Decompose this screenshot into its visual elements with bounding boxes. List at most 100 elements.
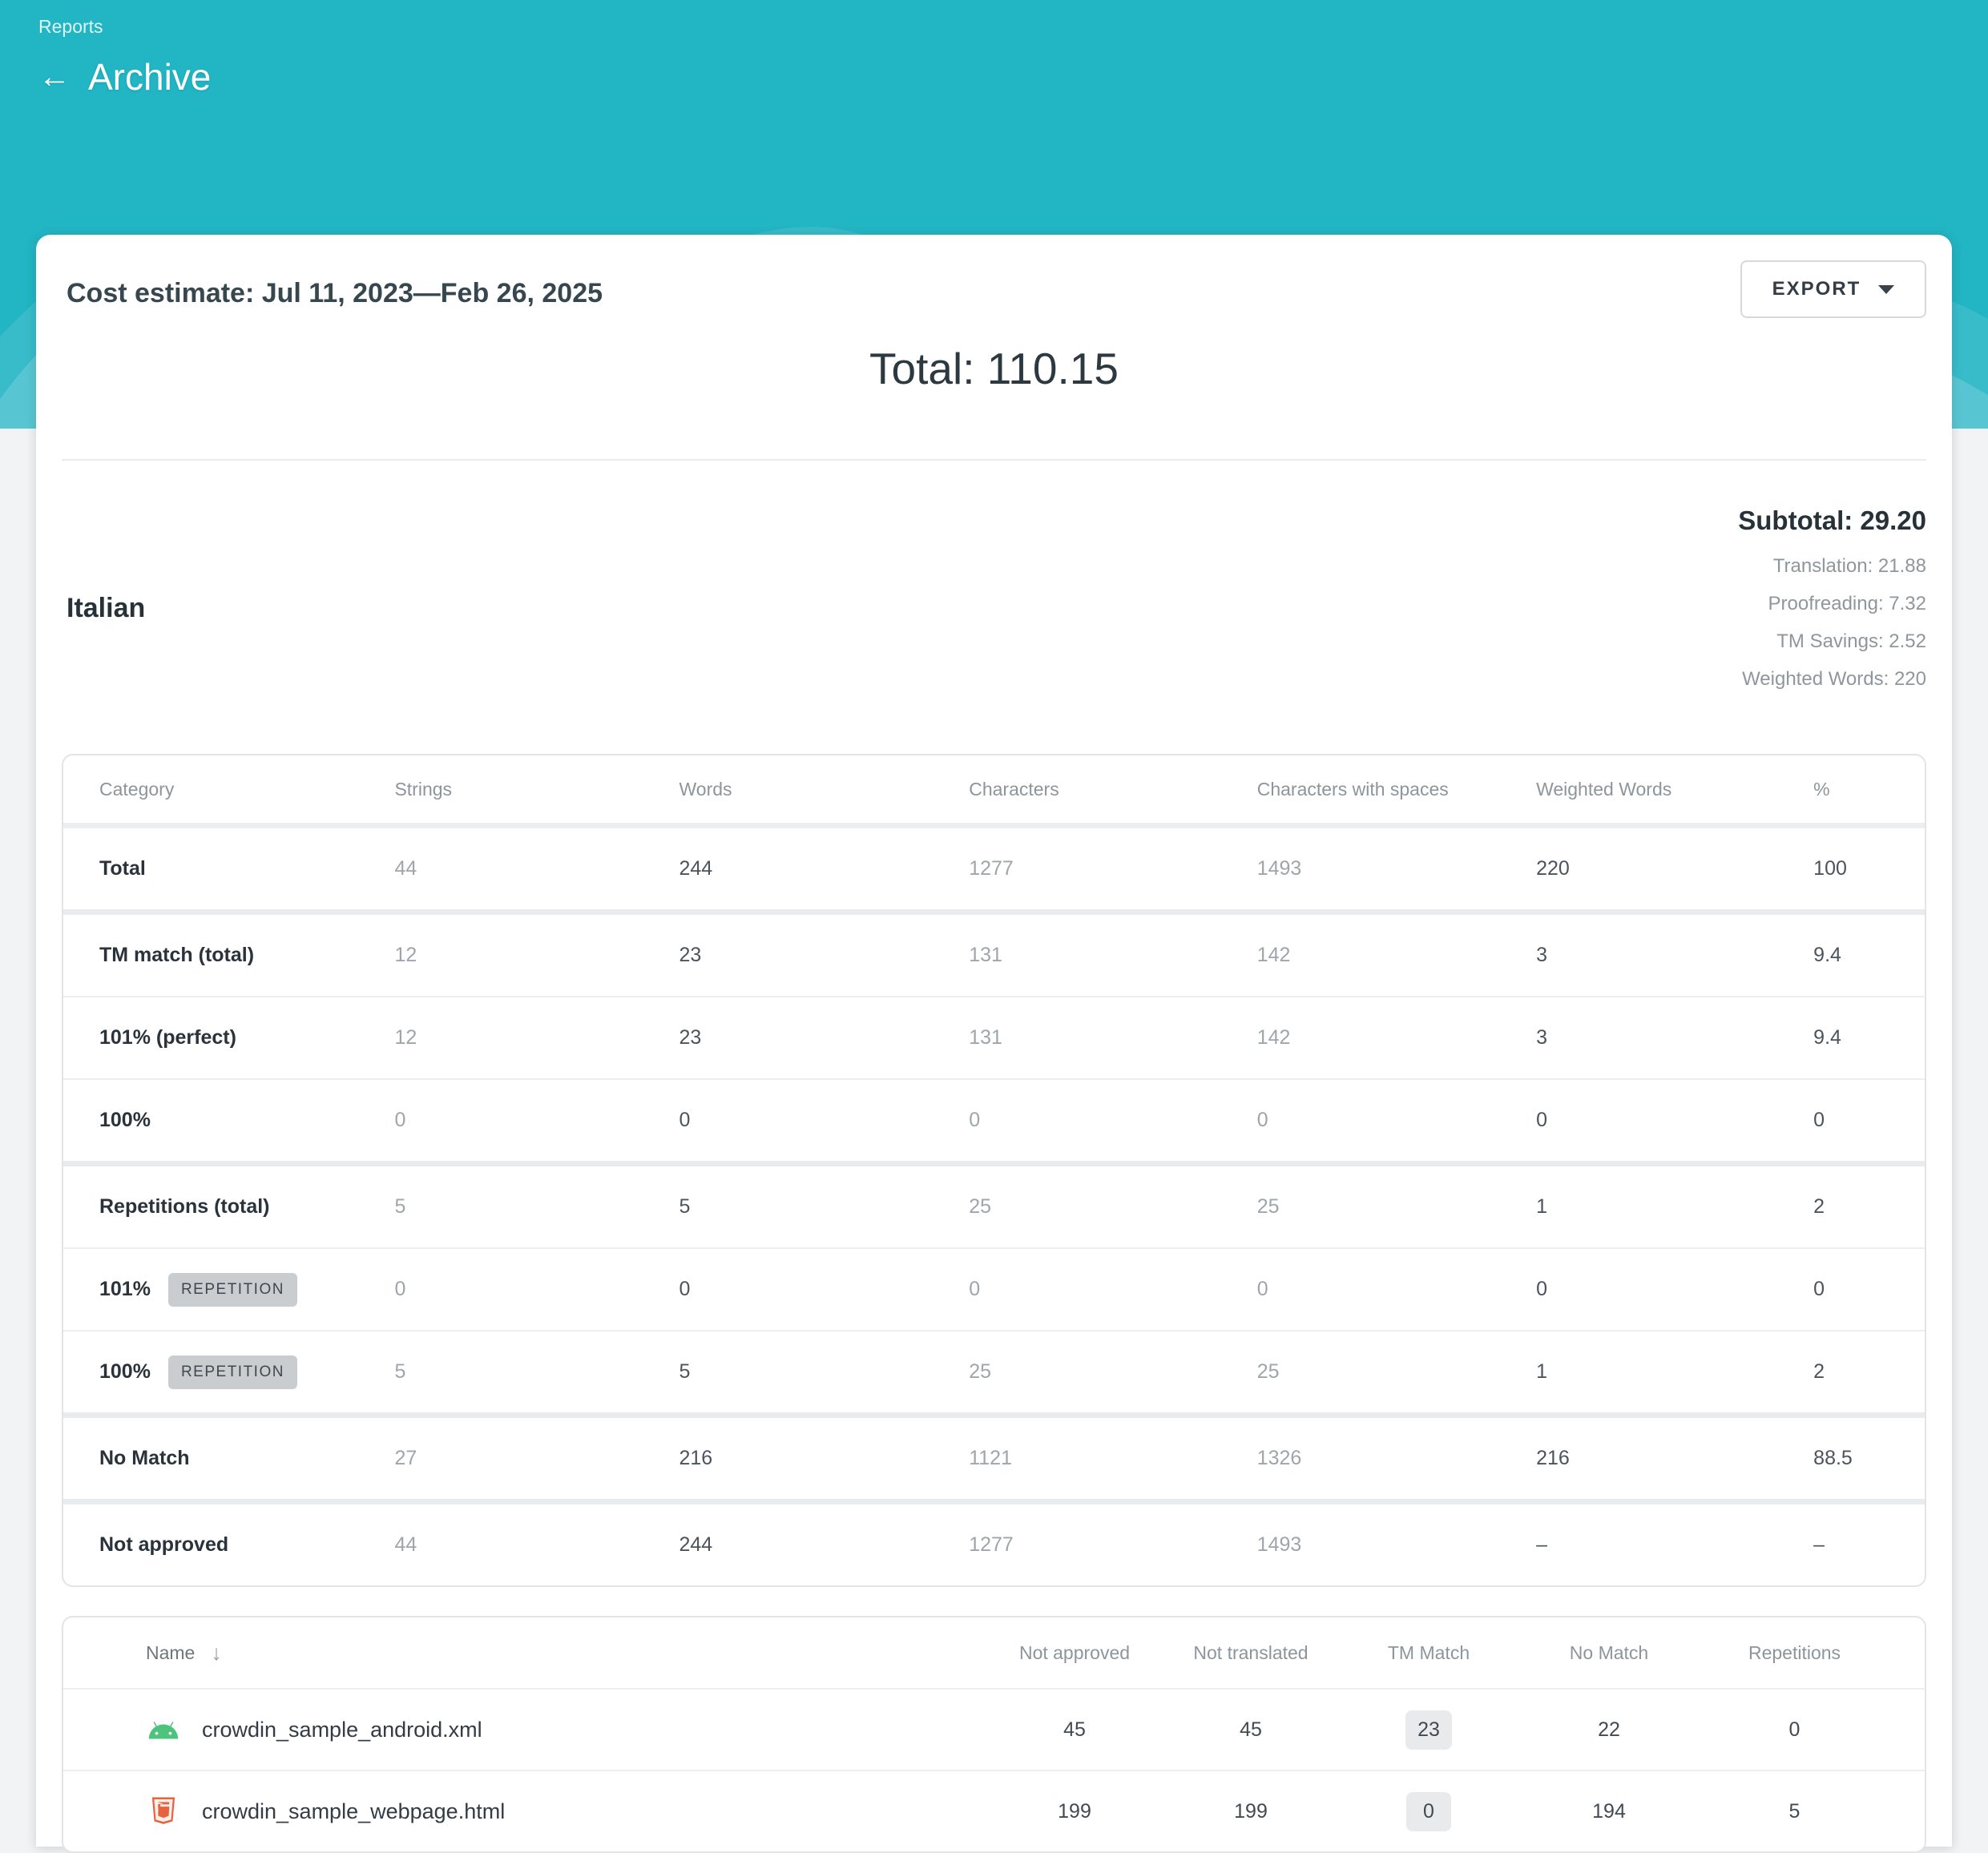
cell-tm-match: 0 <box>1340 1791 1518 1831</box>
table-row: Repetitions (total) 5 5 25 25 1 2 <box>63 1166 1925 1249</box>
cell-percent: 9.4 <box>1813 1026 1841 1049</box>
chevron-down-icon <box>1878 284 1895 294</box>
row-category-label: 100% REPETITION <box>99 1355 394 1389</box>
row-category-label: No Match <box>99 1447 190 1469</box>
cell-characters-with-spaces: 142 <box>1256 1026 1291 1049</box>
subtotal-proofreading: Proofreading: 7.32 <box>1768 593 1926 614</box>
cell-characters-with-spaces: 1326 <box>1256 1447 1302 1469</box>
cell-weighted-words: 1 <box>1536 1360 1547 1383</box>
repetition-badge: REPETITION <box>167 1355 297 1389</box>
row-category-label: Not approved <box>99 1533 229 1556</box>
report-heading: Cost estimate: Jul 11, 2023—Feb 26, 2025 <box>67 278 603 308</box>
cell-characters-with-spaces: 0 <box>1256 1109 1268 1131</box>
subtotal-block: Subtotal: 29.20 Translation: 21.88 Proof… <box>1738 506 1926 698</box>
export-button-label: EXPORT <box>1772 278 1861 300</box>
cell-strings: 0 <box>394 1109 406 1131</box>
col-header-strings: Strings <box>394 778 453 800</box>
cell-words: 244 <box>679 1533 713 1556</box>
breadcrumb-reports[interactable]: Reports <box>38 16 103 37</box>
cell-characters: 131 <box>969 944 1002 966</box>
cell-no-match: 194 <box>1592 1799 1626 1823</box>
table-row: 100% REPETITION 5 5 25 25 1 2 <box>63 1331 1925 1418</box>
row-category-label: Total <box>99 857 146 880</box>
col-header-name-sort[interactable]: Name ↓ <box>99 1641 987 1666</box>
file-link[interactable]: crowdin_sample_android.xml <box>99 1712 987 1747</box>
cell-weighted-words: 0 <box>1536 1109 1547 1131</box>
cell-weighted-words: – <box>1536 1533 1547 1556</box>
subtotal-tm-savings: TM Savings: 2.52 <box>1776 630 1926 652</box>
cell-not-translated: 45 <box>1240 1718 1262 1741</box>
cell-characters-with-spaces: 1493 <box>1256 1533 1302 1556</box>
html5-file-icon <box>146 1794 181 1829</box>
cell-strings: 5 <box>394 1360 406 1383</box>
col-header-characters: Characters <box>969 778 1059 800</box>
col-header-words: Words <box>679 778 732 800</box>
cell-words: 0 <box>679 1278 691 1300</box>
cell-percent: 9.4 <box>1813 944 1841 966</box>
tm-match-pill: 0 <box>1406 1791 1451 1831</box>
repetition-badge: REPETITION <box>167 1272 297 1307</box>
sort-descending-icon: ↓ <box>211 1640 222 1665</box>
cell-characters: 0 <box>969 1109 981 1131</box>
cell-strings: 44 <box>394 1533 417 1556</box>
file-link[interactable]: crowdin_sample_webpage.html <box>99 1794 987 1829</box>
subtotal-translation: Translation: 21.88 <box>1772 555 1926 577</box>
cell-strings: 12 <box>394 1026 417 1049</box>
cell-weighted-words: 3 <box>1536 944 1547 966</box>
col-header-tm-match: TM Match <box>1387 1642 1470 1663</box>
cell-words: 5 <box>679 1360 691 1383</box>
cell-words: 216 <box>679 1447 713 1469</box>
cell-words: 23 <box>679 1026 702 1049</box>
subtotal-weighted-words: Weighted Words: 220 <box>1742 668 1926 690</box>
cell-repetitions: 0 <box>1788 1718 1800 1741</box>
cell-percent: 0 <box>1813 1109 1825 1131</box>
cell-percent: – <box>1813 1533 1825 1556</box>
category-table-header: Category Strings Words Characters Charac… <box>63 755 1925 828</box>
cell-words: 23 <box>679 944 702 966</box>
cell-characters: 1277 <box>969 857 1014 880</box>
file-name-text: crowdin_sample_android.xml <box>202 1717 482 1742</box>
col-header-name: Name <box>146 1642 196 1663</box>
cell-weighted-words: 220 <box>1536 857 1570 880</box>
cell-characters: 1277 <box>969 1533 1014 1556</box>
back-arrow-icon[interactable]: ← <box>38 59 71 95</box>
cell-characters: 25 <box>969 1360 992 1383</box>
cell-percent: 0 <box>1813 1278 1825 1300</box>
export-button[interactable]: EXPORT <box>1740 260 1926 318</box>
col-header-repetitions: Repetitions <box>1748 1642 1841 1663</box>
cell-strings: 44 <box>394 857 417 880</box>
page-title: Archive <box>88 56 212 98</box>
cell-no-match: 22 <box>1598 1718 1620 1741</box>
col-header-category: Category <box>99 778 175 800</box>
cell-words: 0 <box>679 1109 691 1131</box>
col-header-not-translated: Not translated <box>1193 1642 1309 1663</box>
files-table-header: Name ↓ Not approved Not translated TM Ma… <box>63 1617 1925 1690</box>
cell-characters: 1121 <box>969 1447 1012 1469</box>
cell-not-translated: 199 <box>1234 1799 1268 1823</box>
cell-weighted-words: 0 <box>1536 1278 1547 1300</box>
table-row: 101% REPETITION 0 0 0 0 0 0 <box>63 1249 1925 1331</box>
section-divider <box>62 459 1926 461</box>
row-category-label: 101% REPETITION <box>99 1272 394 1307</box>
cell-characters-with-spaces: 0 <box>1256 1278 1268 1300</box>
cell-tm-match: 23 <box>1340 1710 1518 1750</box>
cell-characters-with-spaces: 25 <box>1256 1195 1280 1218</box>
cell-strings: 27 <box>394 1447 417 1469</box>
cell-words: 244 <box>679 857 713 880</box>
col-header-characters-with-spaces: Characters with spaces <box>1256 778 1449 800</box>
table-row: 100% 0 0 0 0 0 0 <box>63 1080 1925 1166</box>
col-header-not-approved: Not approved <box>1018 1642 1131 1663</box>
cell-repetitions: 5 <box>1788 1799 1800 1823</box>
cell-weighted-words: 3 <box>1536 1026 1547 1049</box>
cell-weighted-words: 216 <box>1536 1447 1570 1469</box>
cell-strings: 0 <box>394 1278 406 1300</box>
cell-strings: 12 <box>394 944 417 966</box>
cell-characters-with-spaces: 1493 <box>1256 857 1302 880</box>
row-category-text: 101% <box>99 1278 151 1300</box>
cell-percent: 88.5 <box>1813 1447 1853 1469</box>
cell-characters-with-spaces: 142 <box>1256 944 1291 966</box>
cell-not-approved: 45 <box>1063 1718 1086 1741</box>
cell-characters: 25 <box>969 1195 992 1218</box>
cell-characters: 131 <box>969 1026 1002 1049</box>
files-table: Name ↓ Not approved Not translated TM Ma… <box>62 1616 1926 1853</box>
